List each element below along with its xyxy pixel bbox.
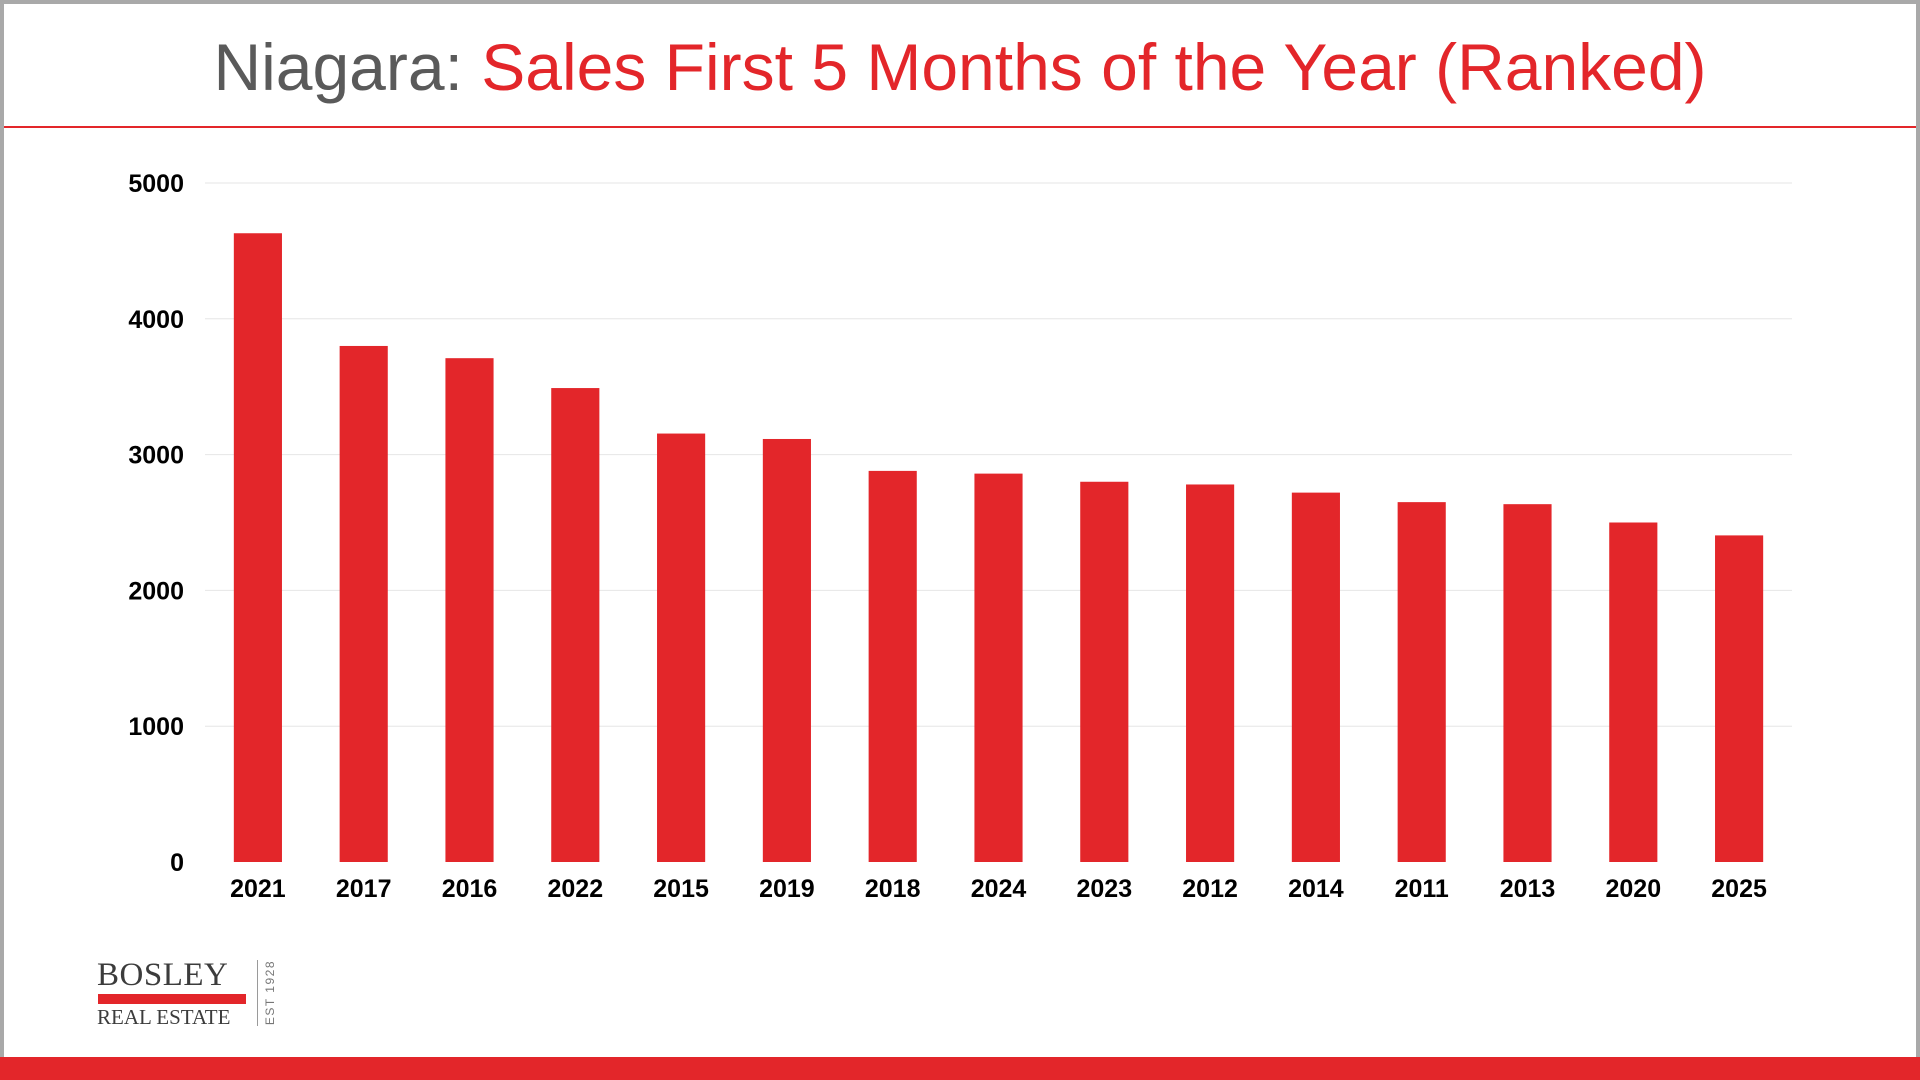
y-tick-label: 5000: [128, 170, 184, 198]
bar: [657, 433, 706, 862]
page-title: Niagara: Sales First 5 Months of the Yea…: [0, 22, 1920, 112]
title-divider: [4, 126, 1916, 128]
x-tick-label: 2020: [1605, 875, 1661, 903]
bar: [1397, 502, 1446, 862]
logo-est-label: EST 1928: [263, 960, 277, 1026]
logo-brand-name: BOSLEY: [97, 957, 229, 993]
x-tick-label: 2016: [442, 875, 498, 903]
bar: [762, 438, 811, 862]
bar: [339, 345, 388, 862]
y-tick-label: 1000: [128, 713, 184, 741]
x-tick-label: 2021: [230, 875, 286, 903]
logo-accent-bar: [98, 994, 246, 1004]
bar: [868, 470, 917, 862]
x-tick-label: 2019: [759, 875, 815, 903]
y-tick-label: 2000: [128, 577, 184, 605]
x-tick-label: 2015: [653, 875, 709, 903]
bar: [1186, 484, 1235, 862]
title-main: Sales First 5 Months of the Year (Ranked…: [481, 30, 1707, 104]
y-tick-label: 0: [170, 849, 184, 877]
bar: [1503, 504, 1552, 862]
bar: [445, 358, 494, 862]
bar: [1609, 522, 1658, 862]
x-tick-label: 2017: [336, 875, 392, 903]
x-tick-label: 2024: [971, 875, 1027, 903]
bar-chart: 0 1000 2000 3000 4000 5000 2021 2017 2016 2022 201…: [128, 170, 1792, 903]
bar: [1291, 492, 1340, 862]
title-prefix: Niagara:: [213, 30, 482, 104]
x-tick-label: 2022: [547, 875, 603, 903]
x-tick-label: 2012: [1182, 875, 1238, 903]
x-tick-label: 2023: [1076, 875, 1132, 903]
y-tick-label: 4000: [128, 306, 184, 334]
x-tick-label: 2018: [865, 875, 921, 903]
bosley-logo: BOSLEY REAL ESTATE EST 1928: [97, 958, 297, 1028]
bar: [233, 233, 282, 863]
bar: [974, 473, 1023, 862]
y-tick-label: 3000: [128, 442, 184, 470]
x-tick-label: 2025: [1711, 875, 1767, 903]
bar: [1080, 481, 1129, 862]
logo-subtitle: REAL ESTATE: [97, 1005, 231, 1029]
logo-divider: [257, 960, 258, 1026]
bar: [1715, 535, 1764, 862]
x-tick-label: 2014: [1288, 875, 1344, 903]
x-tick-label: 2013: [1500, 875, 1556, 903]
x-tick-label: 2011: [1395, 875, 1449, 903]
footer-bar: [0, 1057, 1920, 1080]
bar: [551, 388, 600, 862]
